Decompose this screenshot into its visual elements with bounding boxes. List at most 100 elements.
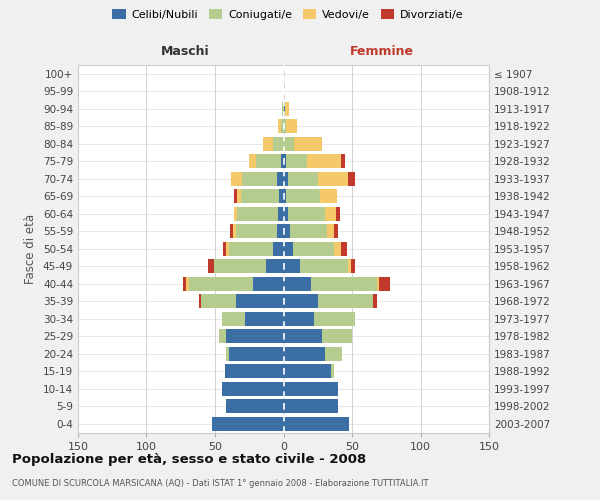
Bar: [284, 260, 300, 273]
Bar: [350, 260, 355, 273]
Bar: [295, 137, 322, 150]
Bar: [226, 330, 284, 343]
Bar: [234, 207, 237, 220]
Bar: [278, 207, 284, 220]
Bar: [285, 102, 289, 116]
Bar: [300, 260, 348, 273]
Bar: [307, 154, 341, 168]
Legend: Celibi/Nubili, Coniugati/e, Vedovi/e, Divorziati/e: Celibi/Nubili, Coniugati/e, Vedovi/e, Di…: [109, 6, 467, 23]
Bar: [212, 417, 284, 430]
Bar: [373, 294, 377, 308]
Bar: [236, 294, 284, 308]
Bar: [284, 190, 286, 203]
Bar: [226, 400, 284, 413]
Bar: [245, 312, 284, 326]
Bar: [284, 207, 287, 220]
Bar: [293, 242, 334, 256]
Bar: [334, 224, 338, 238]
Bar: [280, 190, 284, 203]
Bar: [284, 277, 311, 290]
Bar: [284, 382, 338, 396]
Bar: [272, 137, 284, 150]
Y-axis label: Fasce di età: Fasce di età: [25, 214, 37, 284]
Text: Maschi: Maschi: [161, 44, 209, 58]
Bar: [287, 172, 318, 186]
Bar: [284, 417, 349, 430]
Bar: [348, 260, 350, 273]
Bar: [284, 224, 290, 238]
Bar: [348, 172, 355, 186]
Bar: [222, 382, 284, 396]
Bar: [186, 277, 189, 290]
Bar: [318, 172, 348, 186]
Bar: [237, 190, 241, 203]
Bar: [236, 224, 277, 238]
Bar: [284, 364, 331, 378]
Bar: [284, 102, 285, 116]
Bar: [226, 242, 229, 256]
Bar: [287, 207, 325, 220]
Text: Popolazione per età, sesso e stato civile - 2008: Popolazione per età, sesso e stato civil…: [12, 452, 366, 466]
Bar: [284, 330, 322, 343]
Bar: [284, 400, 338, 413]
Bar: [335, 207, 340, 220]
Bar: [334, 242, 341, 256]
Bar: [277, 224, 284, 238]
Bar: [284, 154, 286, 168]
Bar: [318, 294, 373, 308]
Bar: [234, 190, 237, 203]
Bar: [286, 120, 297, 133]
Bar: [325, 207, 335, 220]
Bar: [219, 330, 226, 343]
Bar: [249, 154, 256, 168]
Bar: [278, 120, 281, 133]
Bar: [377, 277, 379, 290]
Bar: [277, 172, 284, 186]
Bar: [272, 242, 284, 256]
Bar: [224, 364, 284, 378]
Bar: [286, 154, 307, 168]
Bar: [379, 277, 391, 290]
Bar: [256, 154, 281, 168]
Bar: [284, 347, 325, 360]
Bar: [184, 277, 186, 290]
Bar: [202, 294, 236, 308]
Bar: [311, 277, 377, 290]
Bar: [284, 294, 318, 308]
Bar: [284, 137, 295, 150]
Bar: [284, 312, 314, 326]
Bar: [233, 224, 236, 238]
Bar: [284, 120, 286, 133]
Bar: [237, 207, 278, 220]
Bar: [208, 260, 214, 273]
Bar: [282, 102, 284, 116]
Bar: [226, 347, 229, 360]
Bar: [253, 277, 284, 290]
Bar: [281, 120, 284, 133]
Bar: [263, 137, 272, 150]
Bar: [281, 154, 284, 168]
Bar: [284, 172, 287, 186]
Text: COMUNE DI SCURCOLA MARSICANA (AQ) - Dati ISTAT 1° gennaio 2008 - Elaborazione TU: COMUNE DI SCURCOLA MARSICANA (AQ) - Dati…: [12, 479, 428, 488]
Bar: [266, 260, 284, 273]
Bar: [229, 347, 284, 360]
Bar: [328, 224, 334, 238]
Bar: [222, 312, 245, 326]
Bar: [286, 190, 320, 203]
Bar: [229, 242, 272, 256]
Bar: [320, 190, 337, 203]
Text: Femmine: Femmine: [350, 44, 414, 58]
Bar: [223, 242, 226, 256]
Bar: [290, 224, 328, 238]
Bar: [331, 364, 334, 378]
Bar: [214, 260, 266, 273]
Bar: [230, 224, 233, 238]
Bar: [325, 347, 343, 360]
Bar: [314, 312, 355, 326]
Bar: [241, 190, 280, 203]
Bar: [341, 154, 345, 168]
Bar: [232, 172, 242, 186]
Bar: [341, 242, 347, 256]
Bar: [322, 330, 352, 343]
Bar: [199, 294, 202, 308]
